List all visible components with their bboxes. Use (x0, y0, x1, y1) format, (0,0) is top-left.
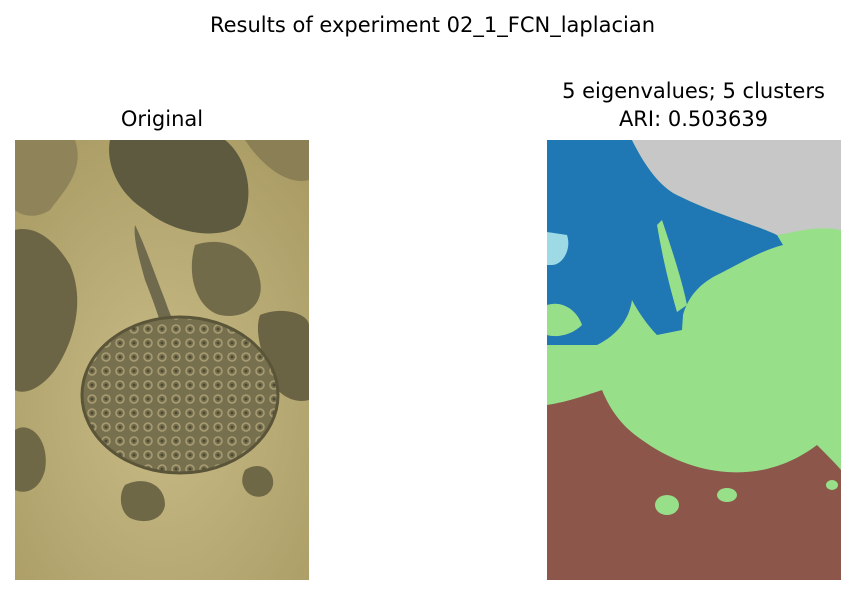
stingray-body (82, 317, 278, 473)
cluster-green-tail (657, 220, 687, 312)
rock-bottom (120, 481, 165, 522)
cluster-lightblue-region (547, 232, 569, 265)
cluster-green-speck-3 (826, 480, 838, 490)
cluster-gray-region (632, 140, 841, 235)
stingray-photo-icon (15, 140, 309, 580)
stingray-outline (80, 315, 280, 475)
rock-top (109, 140, 249, 234)
rock-bottom-right (242, 465, 274, 497)
figure-suptitle: Results of experiment 02_1_FCN_laplacian (209, 13, 656, 37)
rock-left-low (15, 427, 46, 492)
segmentation-title-eigen-clusters: 5 eigenvalues; 5 clusters (562, 79, 825, 103)
original-panel-title: Original (120, 107, 204, 131)
rock-left (15, 229, 78, 392)
rock-top-right (245, 140, 309, 181)
cluster-green-speck-1 (655, 495, 679, 515)
rock-top-left (15, 140, 78, 216)
stingray-tail (134, 225, 180, 338)
rock-right-mid (191, 241, 261, 316)
cluster-brown-region (547, 390, 841, 580)
cluster-green-patch (547, 303, 582, 337)
segmentation-image (547, 140, 841, 580)
original-image (15, 140, 309, 580)
segmentation-map-icon (547, 140, 841, 580)
cluster-green-speck-2 (717, 488, 737, 502)
segmentation-title-ari: ARI: 0.503639 (618, 107, 769, 131)
